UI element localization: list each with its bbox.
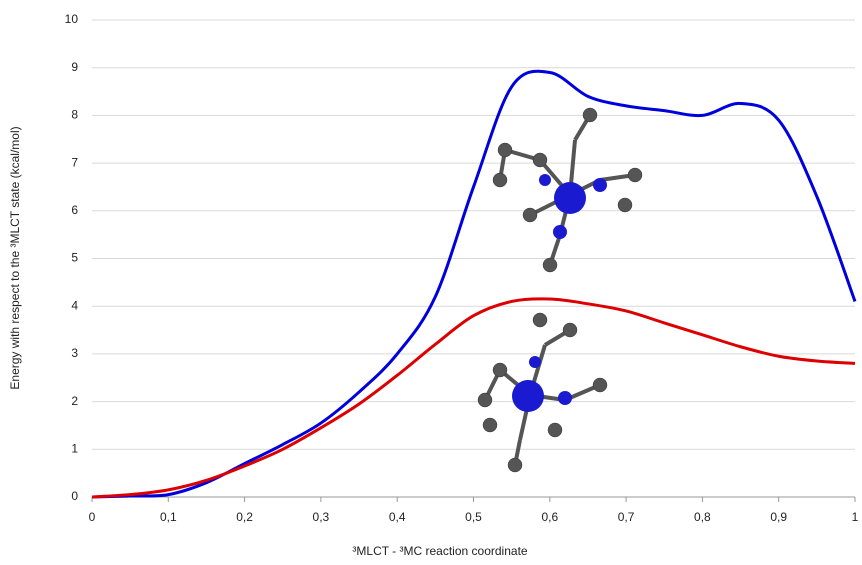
x-tick-label: 0,8 (694, 510, 711, 524)
molecule-upper (493, 108, 642, 272)
y-tick-label: 7 (71, 155, 78, 169)
x-tick-label: 0,4 (389, 510, 406, 524)
x-tick-label: 1 (852, 510, 859, 524)
y-axis-label: Energy with respect to the ³MLCT state (… (8, 126, 22, 389)
y-tick-label: 8 (71, 108, 78, 122)
x-tick-label: 0,3 (313, 510, 330, 524)
x-tick-label: 0,6 (541, 510, 558, 524)
x-tick-label: 0,9 (770, 510, 787, 524)
y-tick-label: 1 (71, 441, 78, 455)
y-tick-label: 10 (65, 12, 79, 26)
y-tick-label: 5 (71, 251, 78, 265)
y-tick-label: 6 (71, 203, 78, 217)
x-tick-label: 0,5 (465, 510, 482, 524)
line-series (92, 71, 855, 497)
chart: Energy with respect to the ³MLCT state (… (0, 0, 862, 565)
x-axis-label: ³MLCT - ³MC reaction coordinate (352, 544, 527, 558)
y-tick-label: 0 (71, 489, 78, 503)
x-tick-label: 0,2 (236, 510, 253, 524)
x-tick-label: 0 (89, 510, 96, 524)
x-tick-label: 0,7 (618, 510, 635, 524)
y-tick-label: 9 (71, 60, 78, 74)
y-tick-label: 2 (71, 394, 78, 408)
y-tick-label: 3 (71, 346, 78, 360)
molecule-lower (478, 313, 607, 472)
line-series (92, 299, 855, 497)
x-tick-label: 0,1 (160, 510, 177, 524)
y-tick-label: 4 (71, 298, 78, 312)
